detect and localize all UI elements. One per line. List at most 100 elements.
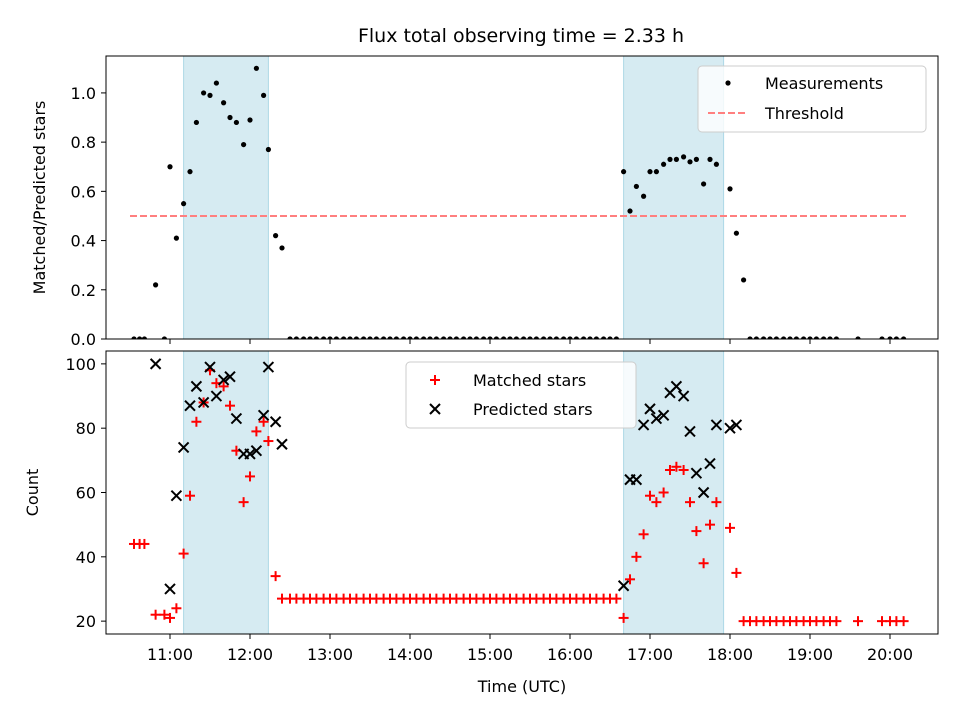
legend: Matched stars Predicted stars bbox=[405, 361, 637, 429]
x-b bbox=[724, 422, 736, 434]
measurement-point bbox=[667, 156, 673, 162]
predicted-star-point bbox=[630, 473, 643, 486]
matched-star-point bbox=[191, 416, 202, 427]
predicted-star-point bbox=[210, 390, 223, 402]
measurement-point bbox=[821, 336, 827, 339]
measurement-point bbox=[253, 65, 259, 71]
measurement-point bbox=[453, 336, 459, 339]
predicted-star-point bbox=[677, 390, 690, 402]
measurement-point bbox=[727, 186, 733, 192]
measurement-point bbox=[713, 161, 720, 167]
measurement-point bbox=[407, 336, 413, 339]
chart-title: Flux total observing time = 2.33 h bbox=[358, 25, 684, 47]
data-layer bbox=[130, 65, 907, 339]
x-b bbox=[730, 419, 743, 431]
measurement-point bbox=[887, 336, 893, 339]
measurement-point bbox=[341, 336, 347, 339]
predicted-star-point bbox=[704, 457, 716, 470]
predicted-star-point bbox=[269, 416, 282, 428]
predicted-star-point bbox=[164, 583, 176, 595]
predicted-star-point bbox=[204, 361, 216, 373]
matched-star-point bbox=[678, 464, 689, 475]
measurement-point bbox=[661, 161, 667, 167]
matched-star-point bbox=[165, 612, 175, 623]
measurement-point bbox=[401, 336, 407, 339]
x-b bbox=[170, 490, 183, 502]
legend-label: Matched stars bbox=[473, 371, 586, 390]
measurement-point bbox=[181, 201, 187, 207]
measurement-point bbox=[441, 336, 447, 339]
measurement-point bbox=[693, 156, 700, 162]
measurement-point bbox=[207, 92, 213, 98]
predicted-star-point bbox=[197, 396, 210, 409]
measurement-point bbox=[787, 336, 793, 339]
legend-label: Measurements bbox=[765, 74, 883, 93]
x-tick-label: 15:00 bbox=[467, 645, 513, 664]
measurement-point bbox=[321, 336, 327, 339]
matched-star-point bbox=[658, 487, 669, 498]
measurement-point bbox=[567, 336, 573, 339]
measurement-point bbox=[681, 154, 687, 160]
measurement-point bbox=[481, 336, 487, 339]
y-axis-label: Count bbox=[23, 469, 42, 517]
matched-star-point bbox=[218, 381, 229, 392]
matched-star-point bbox=[618, 612, 629, 623]
matched-star-point bbox=[691, 526, 702, 537]
measurement-point bbox=[193, 119, 199, 126]
matched-star-point bbox=[625, 574, 635, 585]
y-tick-label: 100 bbox=[65, 355, 96, 374]
x-b bbox=[630, 473, 643, 486]
y-tick-label: 40 bbox=[76, 548, 96, 567]
predicted-star-point bbox=[617, 580, 630, 592]
measurement-point bbox=[793, 336, 799, 339]
legend-box bbox=[697, 65, 927, 133]
measurement-point bbox=[855, 336, 861, 339]
matched-star-point bbox=[263, 436, 274, 447]
measurement-point bbox=[801, 336, 807, 339]
matched-star-point bbox=[898, 616, 909, 627]
measurement-point bbox=[393, 336, 399, 339]
observing-window-span bbox=[623, 350, 725, 635]
x-b bbox=[197, 396, 210, 409]
predicted-star-point bbox=[190, 380, 203, 393]
x-b bbox=[704, 457, 716, 470]
observing-window-span bbox=[183, 350, 269, 635]
measurement-point bbox=[381, 336, 387, 339]
matched-star-point bbox=[853, 616, 863, 627]
predicted-star-point bbox=[257, 409, 270, 422]
measurement-point bbox=[587, 336, 593, 339]
x-b bbox=[684, 425, 696, 438]
predicted-star-point bbox=[670, 380, 683, 393]
measurement-point bbox=[753, 336, 759, 339]
predicted-star-point bbox=[262, 361, 275, 373]
x-tick-label: 17:00 bbox=[627, 645, 673, 664]
measurement-point bbox=[707, 156, 713, 162]
predicted-star-point bbox=[149, 358, 162, 370]
measurement-point bbox=[621, 169, 627, 175]
x-b bbox=[190, 380, 203, 393]
y-tick-label: 20 bbox=[76, 612, 96, 631]
measurement-point bbox=[433, 336, 439, 339]
measurement-point bbox=[187, 169, 193, 175]
measurement-point bbox=[141, 336, 147, 339]
measurement-point bbox=[279, 245, 285, 251]
measurement-point bbox=[641, 193, 647, 199]
measurement-point bbox=[447, 336, 453, 339]
matched-star-point bbox=[245, 471, 255, 482]
measurement-point bbox=[173, 235, 179, 241]
y-tick-label: 0.6 bbox=[71, 182, 96, 201]
matched-star-point bbox=[631, 551, 642, 562]
measurement-point bbox=[361, 336, 367, 339]
predicted-star-point bbox=[650, 412, 663, 425]
x-tick-label: 14:00 bbox=[387, 645, 433, 664]
measurement-point bbox=[153, 282, 159, 288]
measurement-point bbox=[673, 156, 680, 162]
x-b bbox=[697, 486, 710, 499]
predicted-star-point bbox=[276, 438, 288, 450]
y-tick-label: 1.0 bbox=[71, 84, 96, 103]
measurement-point bbox=[733, 230, 740, 236]
measurement-point bbox=[131, 336, 137, 339]
x-b bbox=[262, 361, 275, 373]
measurement-point bbox=[265, 146, 271, 153]
